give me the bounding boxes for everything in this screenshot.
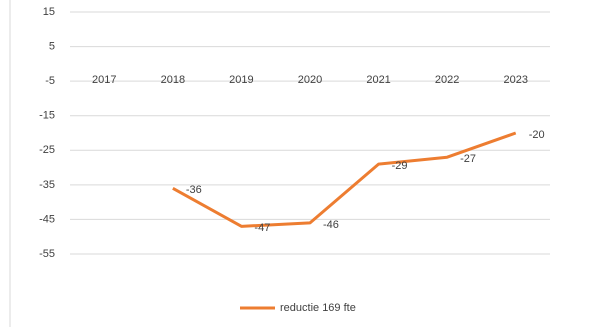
y-tick-label: -35 bbox=[39, 179, 55, 191]
x-tick-label: 2018 bbox=[161, 74, 185, 86]
data-label: -29 bbox=[392, 160, 408, 172]
y-tick-label: -45 bbox=[39, 213, 55, 225]
x-tick-label: 2017 bbox=[92, 74, 116, 86]
x-tick-label: 2021 bbox=[366, 74, 390, 86]
y-tick-label: 15 bbox=[43, 6, 55, 18]
y-tick-label: -5 bbox=[45, 75, 55, 87]
y-tick-label: -55 bbox=[39, 248, 55, 260]
x-tick-label: 2023 bbox=[503, 74, 527, 86]
data-label: -36 bbox=[186, 184, 202, 196]
y-tick-label: -25 bbox=[39, 144, 55, 156]
y-tick-label: 5 bbox=[49, 40, 55, 52]
data-label: -47 bbox=[254, 222, 270, 234]
x-tick-label: 2022 bbox=[435, 74, 459, 86]
x-tick-label: 2019 bbox=[229, 74, 253, 86]
series-line bbox=[172, 131, 517, 228]
data-label: -20 bbox=[529, 129, 545, 141]
x-tick-label: 2020 bbox=[298, 74, 322, 86]
data-label: -46 bbox=[323, 219, 339, 231]
y-tick-label: -15 bbox=[39, 110, 55, 122]
legend-label: reductie 169 fte bbox=[280, 302, 356, 314]
data-label: -27 bbox=[460, 153, 476, 165]
